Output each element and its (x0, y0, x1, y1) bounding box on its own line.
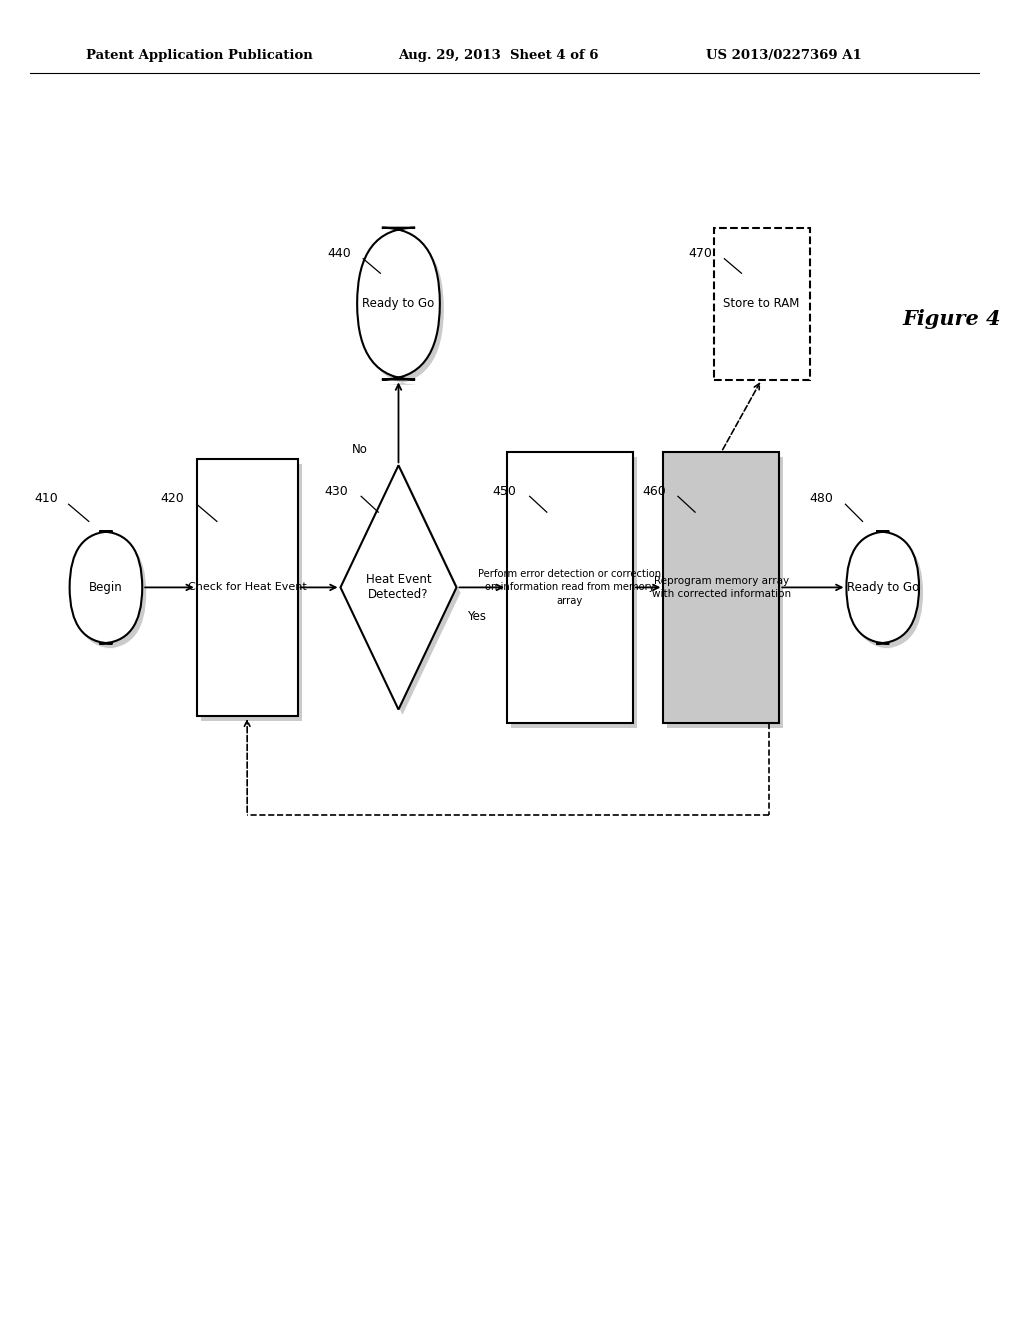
Text: Store to RAM: Store to RAM (724, 297, 800, 310)
FancyBboxPatch shape (357, 227, 440, 380)
FancyBboxPatch shape (851, 536, 923, 648)
Bar (201, 463, 302, 721)
Text: Figure 4: Figure 4 (903, 309, 1001, 330)
FancyBboxPatch shape (74, 536, 146, 648)
Bar (507, 451, 633, 722)
Text: Check for Heat Event: Check for Heat Event (187, 582, 306, 593)
Text: Heat Event
Detected?: Heat Event Detected? (366, 573, 431, 602)
Text: 430: 430 (325, 484, 348, 498)
Polygon shape (344, 470, 461, 715)
Text: 420: 420 (161, 492, 184, 506)
FancyBboxPatch shape (70, 531, 142, 643)
Text: Perform error detection or correction
on information read from memory
array: Perform error detection or correction on… (478, 569, 662, 606)
Text: Ready to Go: Ready to Go (362, 297, 434, 310)
Text: 450: 450 (493, 484, 516, 498)
FancyBboxPatch shape (847, 531, 920, 643)
Bar (197, 458, 298, 715)
Text: Aug. 29, 2013  Sheet 4 of 6: Aug. 29, 2013 Sheet 4 of 6 (398, 49, 599, 62)
Text: Ready to Go: Ready to Go (847, 581, 919, 594)
Bar (664, 451, 779, 722)
Text: US 2013/0227369 A1: US 2013/0227369 A1 (707, 49, 862, 62)
Text: 470: 470 (688, 247, 713, 260)
Text: 410: 410 (35, 492, 58, 506)
Text: Begin: Begin (89, 581, 123, 594)
Bar (511, 457, 637, 727)
Text: Reprogram memory array
with corrected information: Reprogram memory array with corrected in… (651, 576, 791, 599)
FancyBboxPatch shape (361, 232, 443, 385)
Polygon shape (340, 465, 457, 710)
Text: No: No (352, 444, 368, 455)
Bar (668, 457, 783, 727)
Bar (714, 227, 810, 380)
Text: Patent Application Publication: Patent Application Publication (86, 49, 312, 62)
Text: 440: 440 (328, 247, 351, 260)
Text: 480: 480 (809, 492, 834, 506)
Text: 460: 460 (642, 484, 666, 498)
Text: Yes: Yes (467, 610, 486, 623)
